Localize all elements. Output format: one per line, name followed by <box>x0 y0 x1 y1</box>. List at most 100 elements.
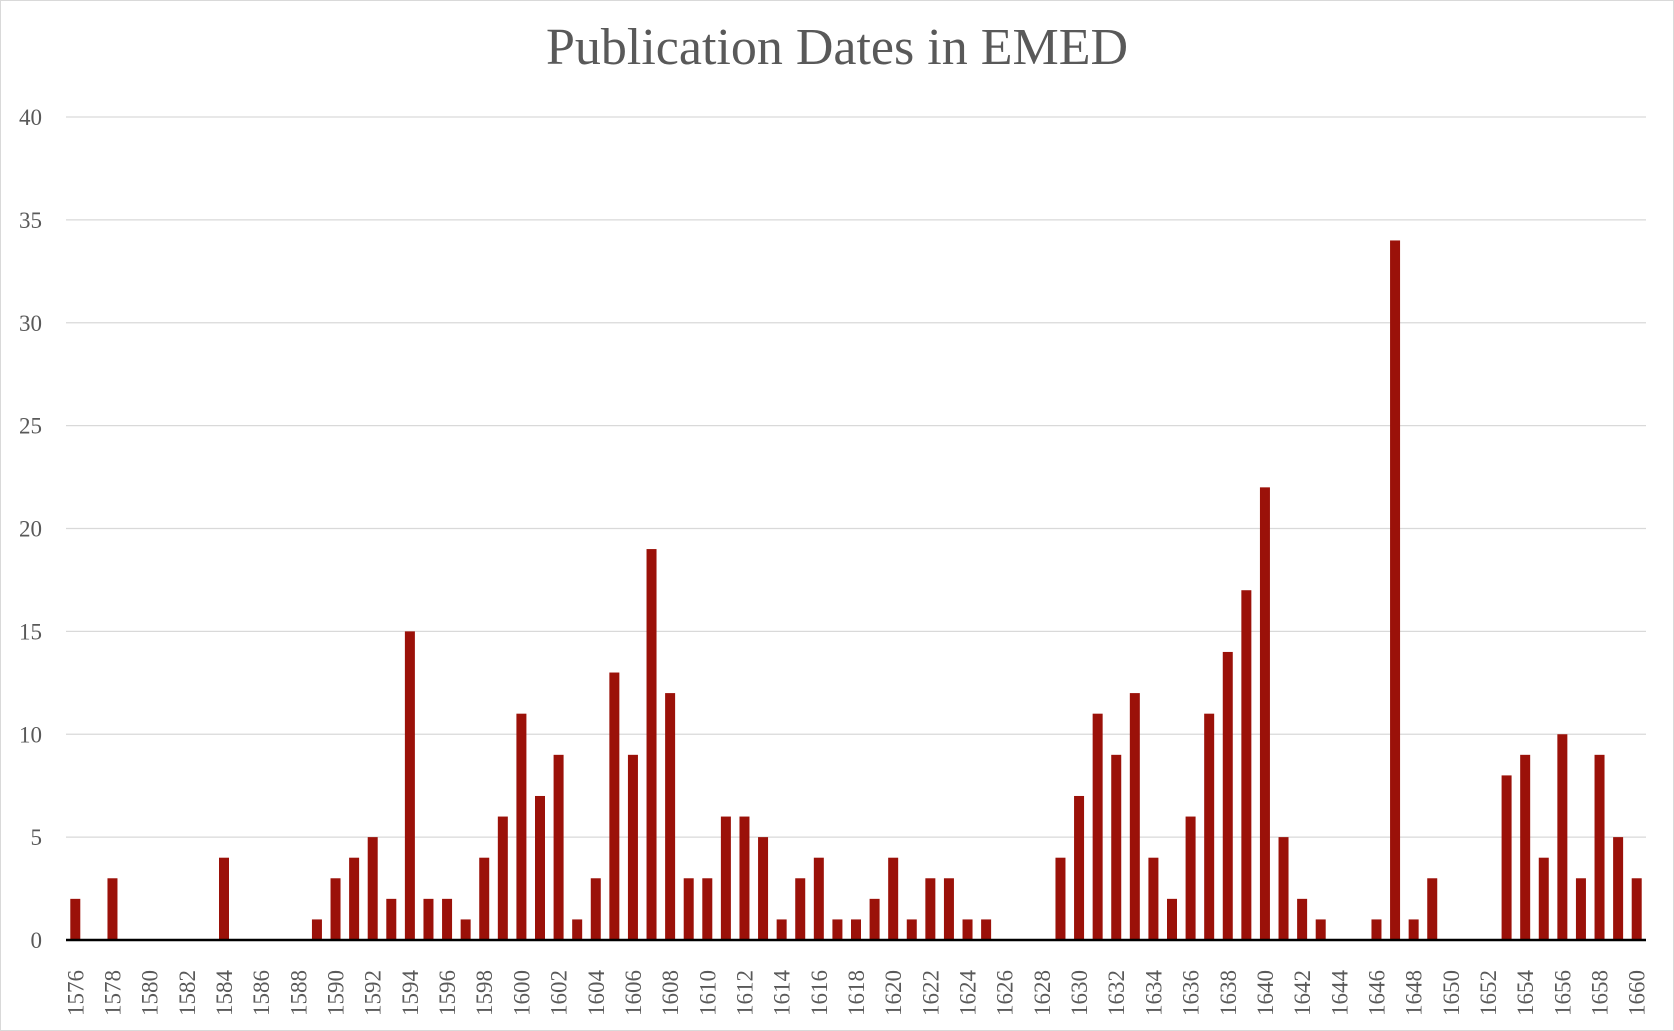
bar-1657 <box>1575 878 1586 940</box>
bar-1606 <box>627 754 638 940</box>
x-tick-label: 1604 <box>584 970 609 1017</box>
x-tick-label: 1656 <box>1550 970 1575 1016</box>
bar-1595 <box>423 898 434 940</box>
y-tick-label: 25 <box>19 414 42 439</box>
y-tick-label: 40 <box>19 105 42 130</box>
bar-1594 <box>404 631 415 940</box>
bar-1641 <box>1278 837 1289 940</box>
bar-1613 <box>758 837 769 940</box>
x-tick-label: 1658 <box>1588 970 1613 1016</box>
bar-1609 <box>683 878 694 940</box>
bar-1618 <box>851 919 861 940</box>
x-tick-label: 1586 <box>249 970 274 1016</box>
x-tick-label: 1594 <box>398 970 423 1017</box>
x-tick-label: 1580 <box>138 970 163 1016</box>
bar-1658 <box>1594 754 1605 940</box>
bar-1611 <box>720 816 731 940</box>
bar-1599 <box>497 816 508 940</box>
x-tick-label: 1638 <box>1216 970 1241 1016</box>
bar-1593 <box>386 898 397 940</box>
bar-1616 <box>813 857 824 940</box>
bar-1642 <box>1297 898 1308 940</box>
x-tick-label: 1606 <box>621 970 646 1016</box>
bar-1612 <box>739 816 750 940</box>
bar-1614 <box>776 919 787 940</box>
bar-1624 <box>962 919 973 940</box>
x-tick-label: 1622 <box>918 970 943 1016</box>
x-tick-label: 1630 <box>1067 970 1092 1016</box>
x-tick-label: 1602 <box>547 970 572 1016</box>
chart-title: Publication Dates in EMED <box>545 19 1129 76</box>
x-tick-label: 1612 <box>732 970 757 1016</box>
bar-1659 <box>1613 837 1624 940</box>
bar-1631 <box>1092 713 1103 940</box>
x-tick-label: 1620 <box>881 970 906 1016</box>
bar-1596 <box>442 898 453 940</box>
x-tick-label: 1584 <box>212 970 237 1017</box>
bar-1643 <box>1315 919 1326 940</box>
x-tick-label: 1642 <box>1290 970 1315 1016</box>
bar-1610 <box>702 878 713 940</box>
bar-1655 <box>1538 857 1549 940</box>
x-tick-label: 1614 <box>770 970 795 1017</box>
x-tick-label: 1608 <box>658 970 683 1016</box>
bar-1635 <box>1167 898 1177 940</box>
bar-1625 <box>981 919 992 940</box>
bar-1647 <box>1390 240 1401 940</box>
bar-1623 <box>943 878 954 940</box>
x-tick-label: 1588 <box>286 970 311 1016</box>
bar-1646 <box>1371 919 1382 940</box>
bar-1598 <box>479 857 490 940</box>
bar-1656 <box>1557 734 1568 940</box>
bar-1636 <box>1185 816 1196 940</box>
x-tick-label: 1590 <box>324 970 349 1016</box>
bar-1621 <box>906 919 917 940</box>
x-tick-label: 1626 <box>993 970 1018 1016</box>
bar-1576 <box>70 898 81 940</box>
x-tick-label: 1640 <box>1253 970 1278 1016</box>
x-tick-label: 1610 <box>695 970 720 1016</box>
y-tick-label: 15 <box>19 619 42 644</box>
bars <box>70 240 1642 940</box>
bar-1638 <box>1222 651 1233 940</box>
bar-1602 <box>553 754 564 940</box>
x-tick-label: 1624 <box>956 970 981 1017</box>
bar-1637 <box>1204 713 1215 940</box>
bar-1634 <box>1148 857 1159 940</box>
x-tick-label: 1616 <box>807 970 832 1016</box>
bar-1640 <box>1259 487 1270 940</box>
x-tick-label: 1628 <box>1030 970 1055 1016</box>
bar-1608 <box>665 693 676 940</box>
bar-1633 <box>1129 693 1140 940</box>
bar-1620 <box>888 857 899 940</box>
x-tick-label: 1618 <box>844 970 869 1016</box>
bar-1649 <box>1427 878 1438 940</box>
bar-1607 <box>646 549 657 940</box>
y-axis-ticks: 0 5 10 15 20 25 30 35 40 <box>19 105 42 953</box>
bar-1589 <box>311 919 322 940</box>
y-tick-label: 30 <box>19 311 42 336</box>
bar-1605 <box>609 672 620 940</box>
gridlines <box>66 116 1646 838</box>
x-tick-label: 1598 <box>472 970 497 1016</box>
x-tick-label: 1582 <box>175 970 200 1016</box>
x-tick-label: 1636 <box>1179 970 1204 1016</box>
x-tick-label: 1654 <box>1513 970 1538 1017</box>
bar-1622 <box>925 878 936 940</box>
bar-1615 <box>795 878 806 940</box>
bar-1619 <box>869 898 880 940</box>
bar-1630 <box>1074 795 1085 940</box>
bar-1578 <box>107 878 118 940</box>
y-tick-label: 10 <box>19 722 42 747</box>
bar-1592 <box>367 837 378 940</box>
x-tick-label: 1648 <box>1402 970 1427 1016</box>
bar-1597 <box>460 919 471 940</box>
x-tick-label: 1600 <box>509 970 534 1016</box>
x-tick-label: 1646 <box>1364 970 1389 1016</box>
x-axis-ticks: 1576 1578 1580 1582 1584 1586 1588 1590 1592 1594… <box>63 970 1649 1017</box>
bar-1654 <box>1520 754 1531 940</box>
x-tick-label: 1644 <box>1327 970 1352 1017</box>
bar-1632 <box>1111 754 1122 940</box>
bar-1653 <box>1501 775 1512 940</box>
